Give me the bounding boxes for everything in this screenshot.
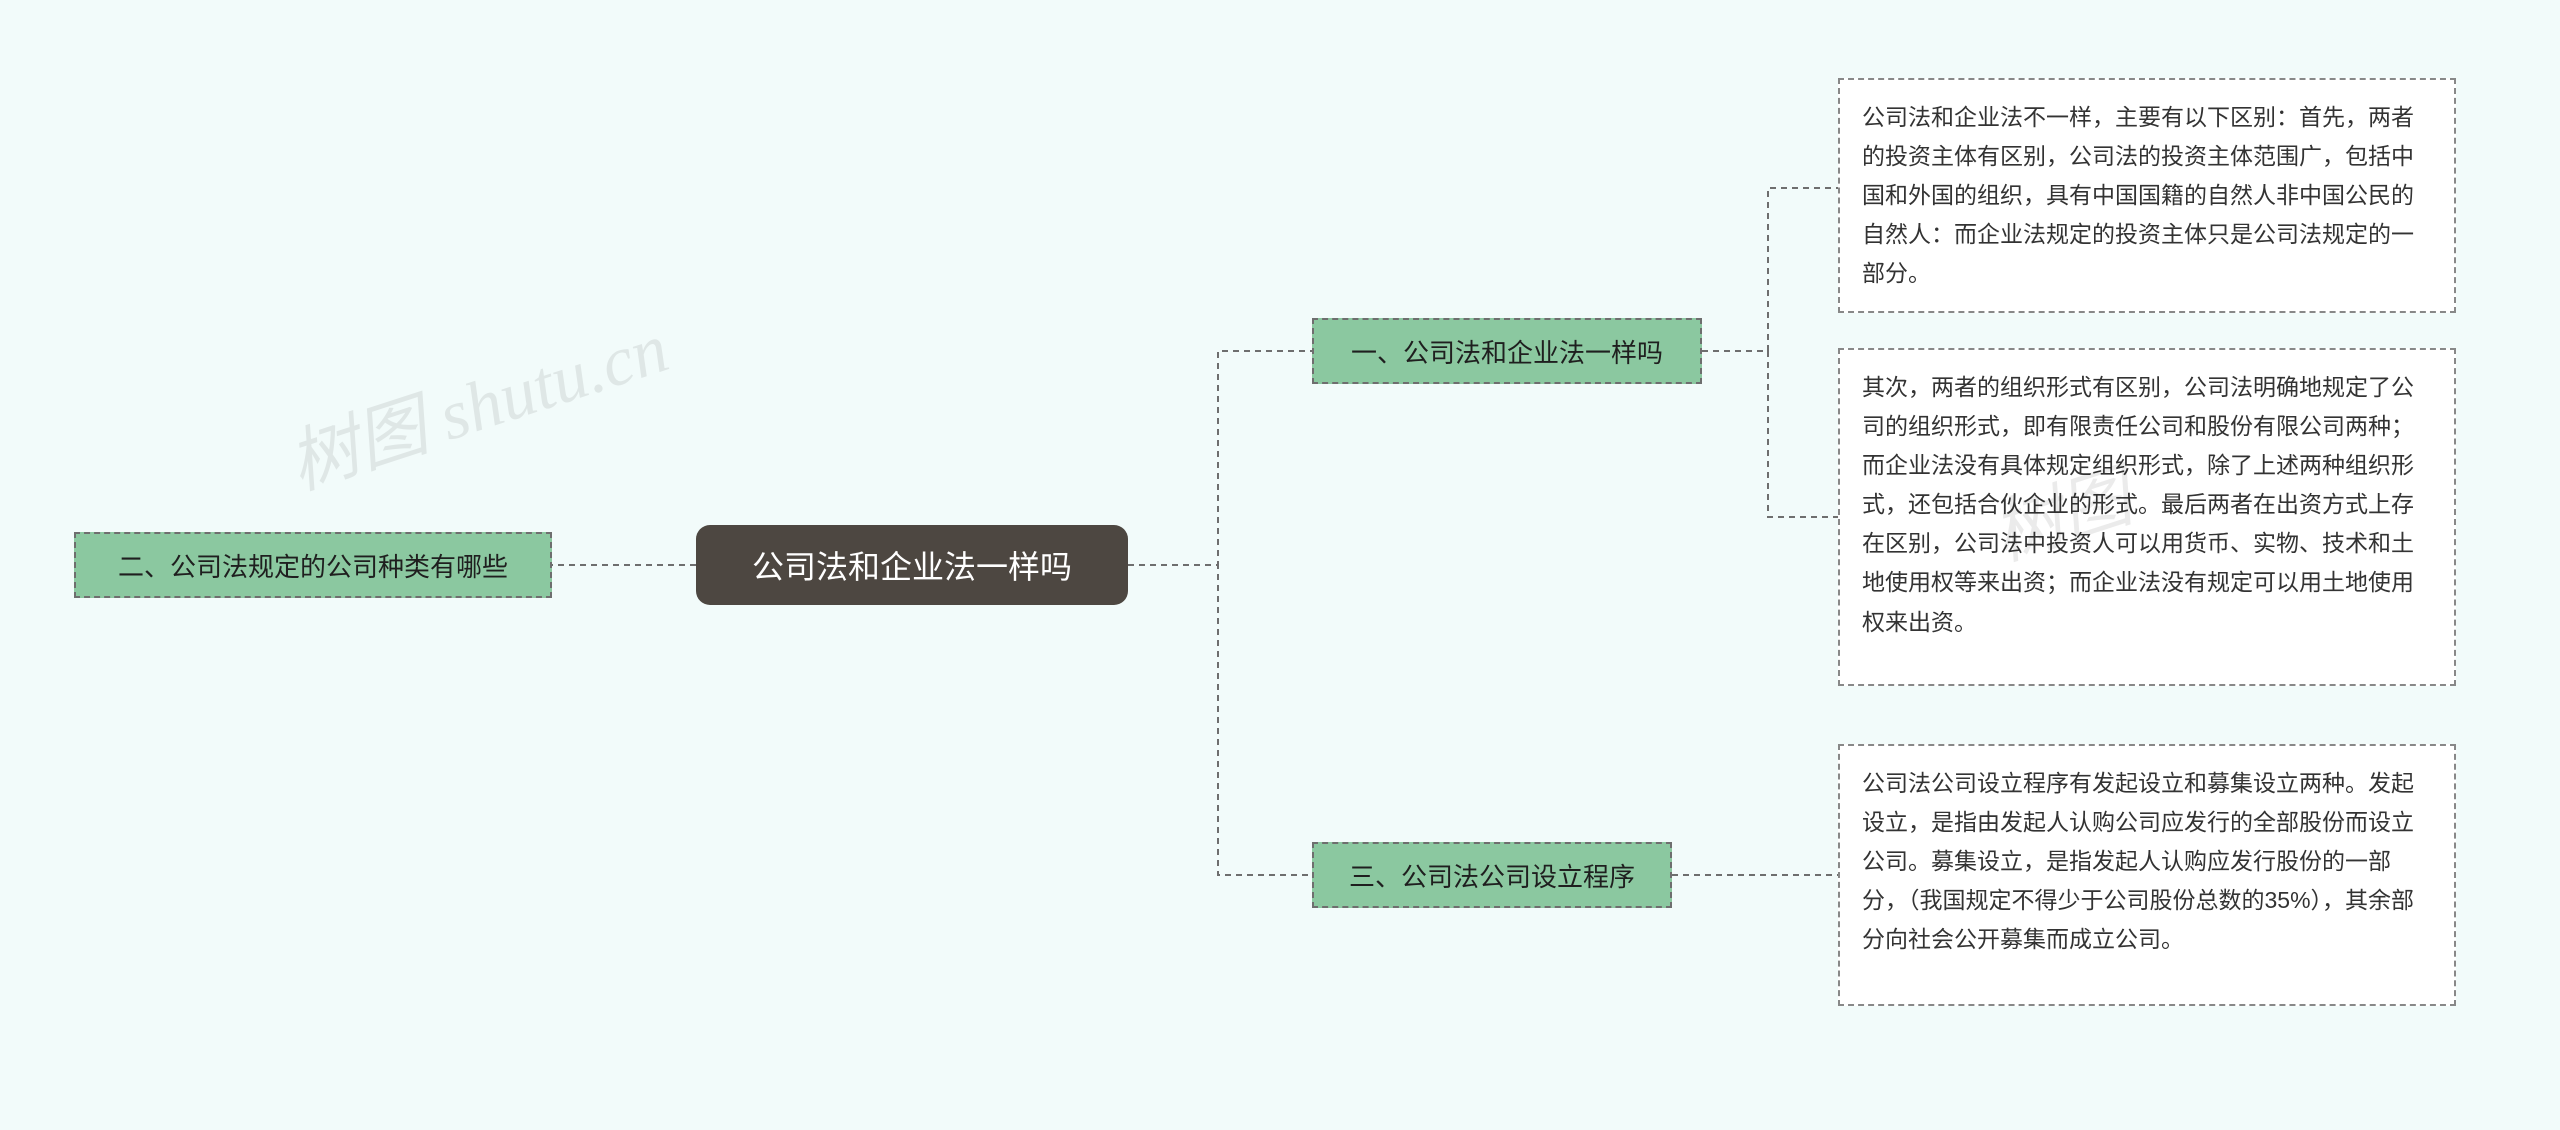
mindmap-root[interactable]: 公司法和企业法一样吗 [696, 525, 1128, 605]
leaf-1-1[interactable]: 公司法和企业法不一样，主要有以下区别：首先，两者的投资主体有区别，公司法的投资主… [1838, 78, 2456, 313]
leaf-1-2[interactable]: 其次，两者的组织形式有区别，公司法明确地规定了公司的组织形式，即有限责任公司和股… [1838, 348, 2456, 686]
leaf-3-1[interactable]: 公司法公司设立程序有发起设立和募集设立两种。发起设立，是指由发起人认购公司应发行… [1838, 744, 2456, 1006]
branch-3[interactable]: 三、公司法公司设立程序 [1312, 842, 1672, 908]
branch-2[interactable]: 二、公司法规定的公司种类有哪些 [74, 532, 552, 598]
watermark-1: 树图 shutu.cn [274, 292, 679, 509]
branch-1[interactable]: 一、公司法和企业法一样吗 [1312, 318, 1702, 384]
